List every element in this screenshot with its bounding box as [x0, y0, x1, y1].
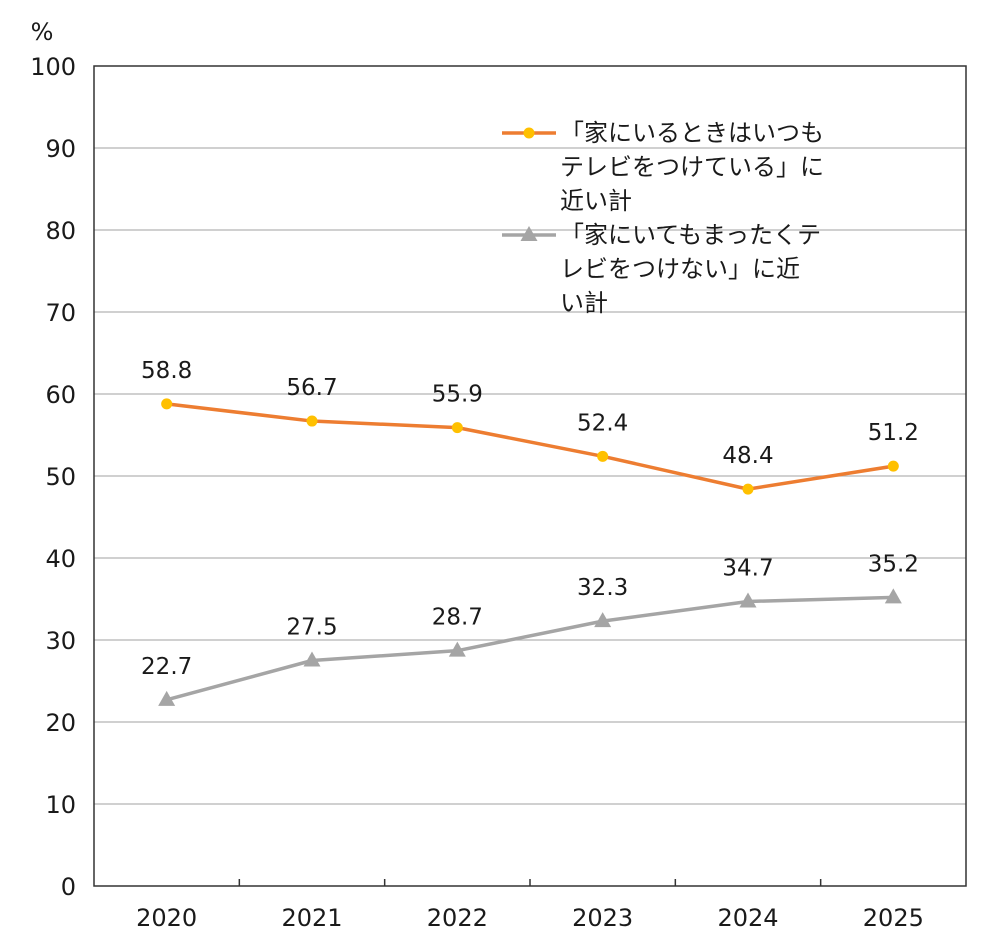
y-tick-label: 100 [30, 53, 76, 81]
y-tick-label: 60 [45, 381, 76, 409]
y-tick-label: 50 [45, 463, 76, 491]
legend-marker [520, 226, 538, 241]
y-tick-label: 70 [45, 299, 76, 327]
legend-label: 近い計 [560, 187, 632, 215]
legend-label: い計 [560, 289, 608, 317]
data-point [158, 690, 176, 706]
data-label: 34.7 [722, 555, 773, 581]
data-label: 58.8 [141, 358, 192, 384]
data-point [742, 483, 754, 495]
data-label: 22.7 [141, 654, 192, 680]
series-2: 22.7 27.5 28.7 32.3 34.7 35.2 [141, 551, 919, 706]
gridlines [94, 147, 966, 805]
x-tick-label: 2024 [717, 904, 778, 932]
y-tick-label: 30 [45, 627, 76, 655]
data-label: 32.3 [577, 575, 628, 601]
data-label: 28.7 [432, 605, 483, 631]
legend-marker [523, 127, 535, 139]
data-point [739, 592, 757, 608]
y-tick-label: 80 [45, 217, 76, 245]
y-tick-label: 90 [45, 135, 76, 163]
legend-label: レビをつけない」に近 [560, 255, 800, 283]
data-point [887, 460, 899, 472]
data-point [597, 450, 609, 462]
y-tick-label: 0 [61, 873, 76, 901]
x-tick-label: 2022 [427, 904, 488, 932]
y-tick-label: 20 [45, 709, 76, 737]
data-point [303, 651, 321, 667]
legend-label: 「家にいてもまったくテ [560, 221, 821, 249]
series-line [166, 595, 894, 702]
y-tick-label: 40 [45, 545, 76, 573]
x-tick-label: 2023 [572, 904, 633, 932]
legend: 「家にいるときはいつもテレビをつけている」に近い計「家にいてもまったくテレビをつ… [502, 119, 824, 317]
data-label: 27.5 [286, 615, 337, 641]
series-layer: 58.8 56.7 55.9 52.4 48.4 51.2 22.7 27.5 28.7 32.3… [141, 358, 919, 706]
series-line [166, 402, 894, 491]
data-label: 48.4 [722, 443, 773, 469]
series-1: 58.8 56.7 55.9 52.4 48.4 51.2 [141, 358, 919, 495]
x-tick-label: 2020 [136, 904, 197, 932]
legend-label: 「家にいるときはいつも [560, 119, 824, 147]
data-point [451, 422, 463, 434]
x-tick-label: 2025 [863, 904, 924, 932]
data-point [884, 588, 902, 604]
data-point [306, 415, 318, 427]
data-label: 52.4 [577, 410, 628, 436]
x-tick-labels: 2020 2021 2022 2023 2024 2025 [136, 904, 924, 932]
x-axis-ticks [238, 879, 822, 886]
data-label: 55.9 [432, 382, 483, 408]
data-point [161, 398, 173, 410]
data-point [594, 612, 612, 628]
y-axis-unit: % [31, 18, 54, 46]
legend-label: テレビをつけている」に [560, 153, 824, 181]
data-point [448, 641, 466, 657]
x-tick-label: 2021 [281, 904, 342, 932]
y-tick-label: 10 [45, 791, 76, 819]
data-label: 51.2 [868, 420, 919, 446]
data-label: 35.2 [868, 551, 919, 577]
y-tick-labels: 0 10 20 30 40 50 60 70 80 90 100 [30, 53, 76, 901]
data-label: 56.7 [286, 375, 337, 401]
